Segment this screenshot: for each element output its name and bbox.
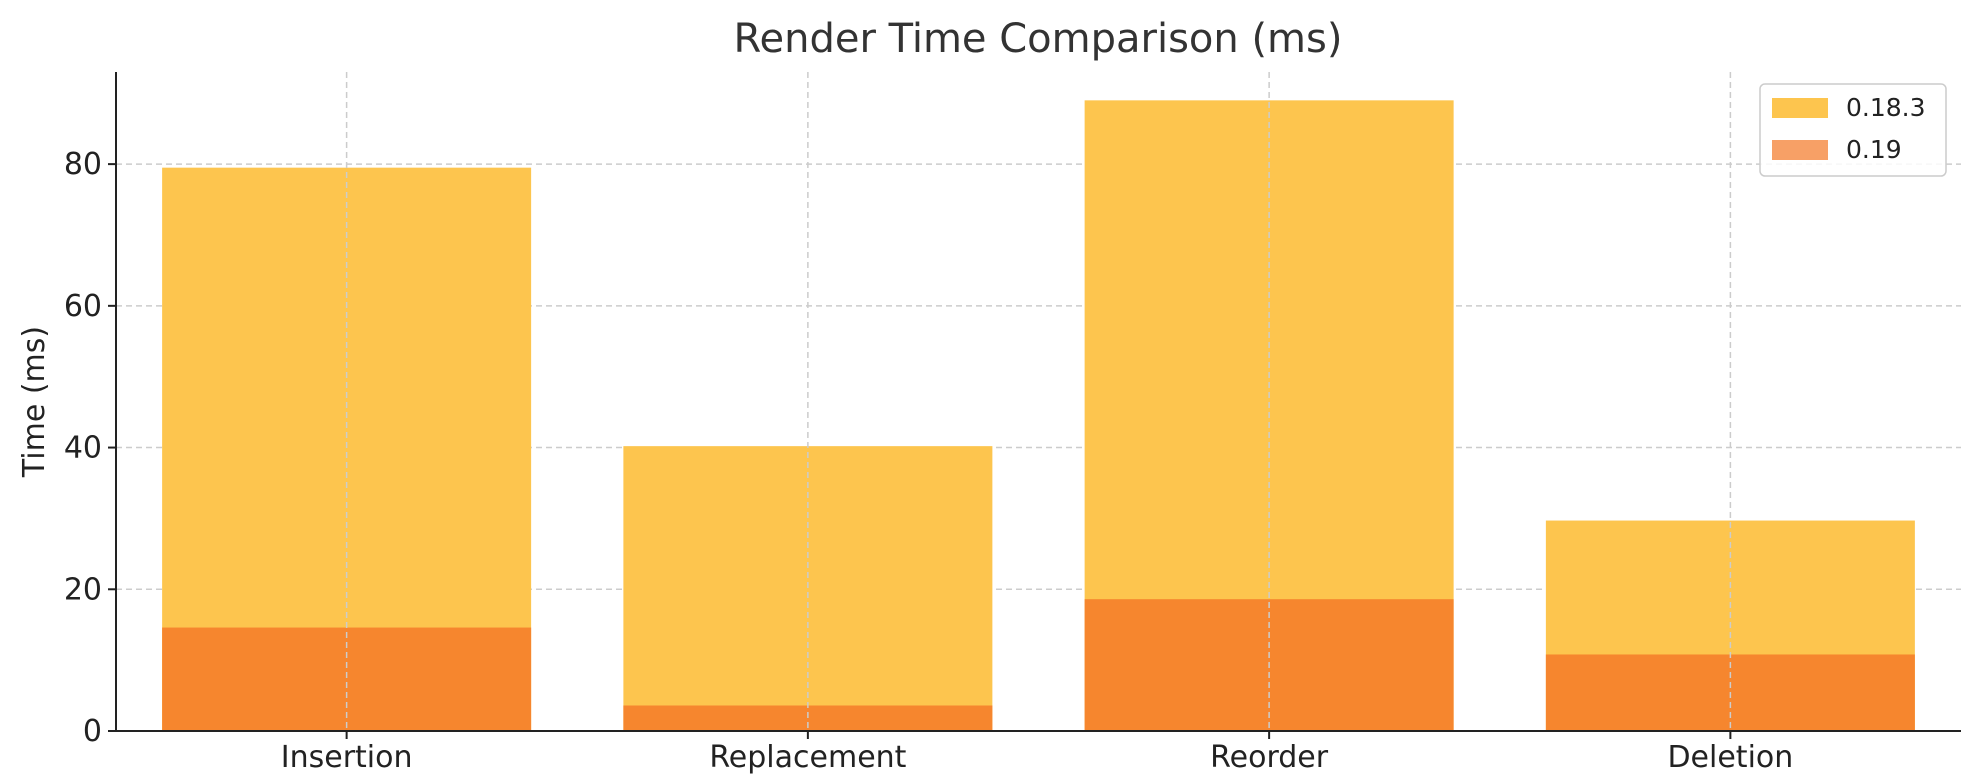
- legend: 0.18.3 0.19: [1759, 83, 1947, 177]
- y-tick-label: 40: [64, 431, 102, 466]
- ticks: 0 20 40 60 80 Insertion Replacement Reorder Dele…: [64, 147, 1793, 775]
- y-tick-label: 20: [64, 572, 102, 607]
- axes: [115, 72, 1961, 732]
- legend-swatch: [1772, 98, 1828, 118]
- y-axis-label: Time (ms): [17, 326, 52, 478]
- y-tick-label: 0: [83, 714, 102, 749]
- y-tick-label: 60: [64, 289, 102, 324]
- legend-label: 0.19: [1846, 135, 1902, 164]
- legend-swatch: [1772, 140, 1828, 160]
- bar-series-1: [623, 446, 993, 731]
- x-tick-label: Deletion: [1667, 740, 1793, 775]
- vertical-grid: [345, 72, 1732, 731]
- bars: [162, 100, 1915, 732]
- grid: [116, 163, 1961, 591]
- x-tick-label: Insertion: [281, 740, 413, 775]
- y-tick-label: 80: [64, 147, 102, 182]
- x-tick-label: Reorder: [1210, 740, 1329, 775]
- legend-label: 0.18.3: [1846, 93, 1926, 122]
- x-tick-label: Replacement: [709, 740, 906, 775]
- chart-title: Render Time Comparison (ms): [734, 16, 1343, 62]
